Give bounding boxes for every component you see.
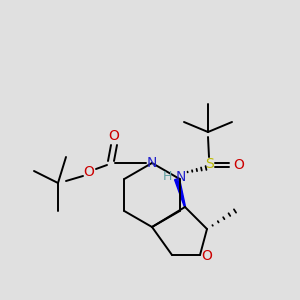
Text: O: O (202, 249, 212, 263)
Polygon shape (175, 178, 185, 207)
Text: O: O (84, 165, 94, 179)
Text: N: N (176, 170, 186, 184)
Text: N: N (147, 156, 157, 170)
Text: O: O (109, 129, 119, 143)
Text: H: H (162, 170, 172, 184)
Text: O: O (234, 158, 244, 172)
Text: S: S (206, 157, 214, 171)
